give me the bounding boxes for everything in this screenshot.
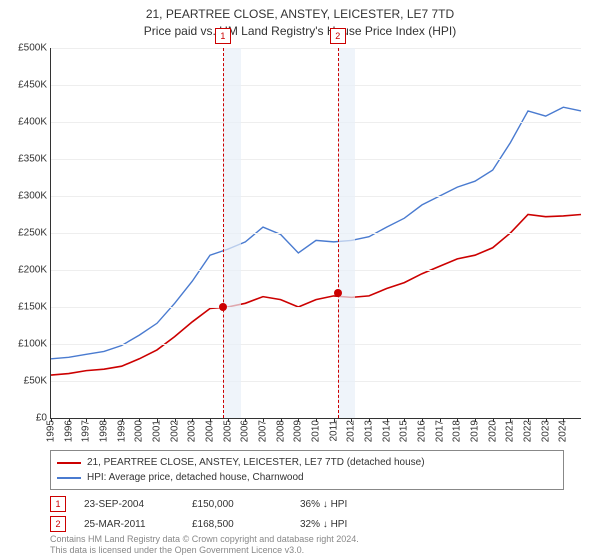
- sale-band: [223, 48, 241, 418]
- sale-record-row: 1 23-SEP-2004 £150,000 36% ↓ HPI: [50, 496, 570, 512]
- legend-label: HPI: Average price, detached house, Char…: [87, 470, 304, 485]
- gridline: [51, 159, 581, 160]
- sale-record-marker: 2: [50, 516, 66, 532]
- legend-swatch: [57, 477, 81, 479]
- x-axis-label: 2008: [275, 420, 286, 442]
- title-address: 21, PEARTREE CLOSE, ANSTEY, LEICESTER, L…: [0, 6, 600, 23]
- x-axis-label: 2000: [134, 420, 145, 442]
- x-axis-label: 2011: [328, 420, 339, 442]
- footer-attribution: Contains HM Land Registry data © Crown c…: [50, 534, 359, 556]
- sale-record-date: 23-SEP-2004: [84, 499, 174, 510]
- x-axis-label: 2022: [523, 420, 534, 442]
- x-axis-label: 2016: [417, 420, 428, 442]
- legend-item-property: 21, PEARTREE CLOSE, ANSTEY, LEICESTER, L…: [57, 455, 557, 470]
- sale-record-price: £150,000: [192, 499, 282, 510]
- y-axis-label: £100K: [18, 339, 47, 350]
- x-axis-label: 2014: [381, 420, 392, 442]
- footer-line: Contains HM Land Registry data © Crown c…: [50, 534, 359, 545]
- gridline: [51, 233, 581, 234]
- y-axis-label: £250K: [18, 228, 47, 239]
- legend: 21, PEARTREE CLOSE, ANSTEY, LEICESTER, L…: [50, 450, 564, 490]
- x-axis-label: 2023: [540, 420, 551, 442]
- y-axis-label: £200K: [18, 265, 47, 276]
- x-axis-label: 2021: [505, 420, 516, 442]
- y-axis-label: £400K: [18, 117, 47, 128]
- sale-record-row: 2 25-MAR-2011 £168,500 32% ↓ HPI: [50, 516, 570, 532]
- y-axis-label: £450K: [18, 80, 47, 91]
- sale-marker-top: 1: [215, 28, 231, 44]
- sale-band-edge: [338, 48, 339, 418]
- y-axis-label: £50K: [24, 376, 47, 387]
- sale-point-marker: [219, 303, 227, 311]
- sale-record-date: 25-MAR-2011: [84, 519, 174, 530]
- x-axis-label: 1996: [63, 420, 74, 442]
- sale-band: [338, 48, 356, 418]
- sale-record-marker: 1: [50, 496, 66, 512]
- y-axis-label: £150K: [18, 302, 47, 313]
- x-axis-label: 2006: [240, 420, 251, 442]
- x-axis-label: 1998: [99, 420, 110, 442]
- chart-container: 21, PEARTREE CLOSE, ANSTEY, LEICESTER, L…: [0, 0, 600, 560]
- y-axis-label: £300K: [18, 191, 47, 202]
- gridline: [51, 270, 581, 271]
- sale-records: 1 23-SEP-2004 £150,000 36% ↓ HPI 2 25-MAR-201…: [50, 492, 570, 532]
- sale-record-price: £168,500: [192, 519, 282, 530]
- x-axis-label: 2024: [558, 420, 569, 442]
- footer-line: This data is licensed under the Open Gov…: [50, 545, 359, 556]
- series-line: [51, 215, 581, 376]
- x-axis-label: 2007: [258, 420, 269, 442]
- x-axis-label: 2010: [311, 420, 322, 442]
- x-axis-label: 2012: [346, 420, 357, 442]
- sale-point-marker: [334, 289, 342, 297]
- y-axis-label: £350K: [18, 154, 47, 165]
- gridline: [51, 85, 581, 86]
- x-axis-label: 2001: [152, 420, 163, 442]
- legend-label: 21, PEARTREE CLOSE, ANSTEY, LEICESTER, L…: [87, 455, 425, 470]
- x-axis-label: 1995: [46, 420, 57, 442]
- sale-marker-top: 2: [330, 28, 346, 44]
- gridline: [51, 381, 581, 382]
- x-axis-label: 1997: [81, 420, 92, 442]
- x-axis-label: 2002: [169, 420, 180, 442]
- sale-band-edge: [223, 48, 224, 418]
- gridline: [51, 122, 581, 123]
- x-axis-label: 2018: [452, 420, 463, 442]
- y-axis-label: £500K: [18, 43, 47, 54]
- chart-area: £0£50K£100K£150K£200K£250K£300K£350K£400…: [50, 48, 581, 419]
- sale-record-delta: 36% ↓ HPI: [300, 499, 390, 510]
- gridline: [51, 48, 581, 49]
- x-axis-label: 2019: [470, 420, 481, 442]
- gridline: [51, 344, 581, 345]
- x-axis-label: 2017: [434, 420, 445, 442]
- x-axis-label: 2005: [222, 420, 233, 442]
- gridline: [51, 196, 581, 197]
- x-axis-label: 1999: [116, 420, 127, 442]
- legend-swatch: [57, 462, 81, 464]
- x-axis-label: 2009: [293, 420, 304, 442]
- title-subtitle: Price paid vs. HM Land Registry's House …: [0, 23, 600, 40]
- legend-item-hpi: HPI: Average price, detached house, Char…: [57, 470, 557, 485]
- x-axis-label: 2004: [205, 420, 216, 442]
- x-axis-label: 2015: [399, 420, 410, 442]
- x-axis-label: 2013: [364, 420, 375, 442]
- x-axis-label: 2003: [187, 420, 198, 442]
- gridline: [51, 307, 581, 308]
- sale-record-delta: 32% ↓ HPI: [300, 519, 390, 530]
- title-block: 21, PEARTREE CLOSE, ANSTEY, LEICESTER, L…: [0, 0, 600, 40]
- x-axis-label: 2020: [487, 420, 498, 442]
